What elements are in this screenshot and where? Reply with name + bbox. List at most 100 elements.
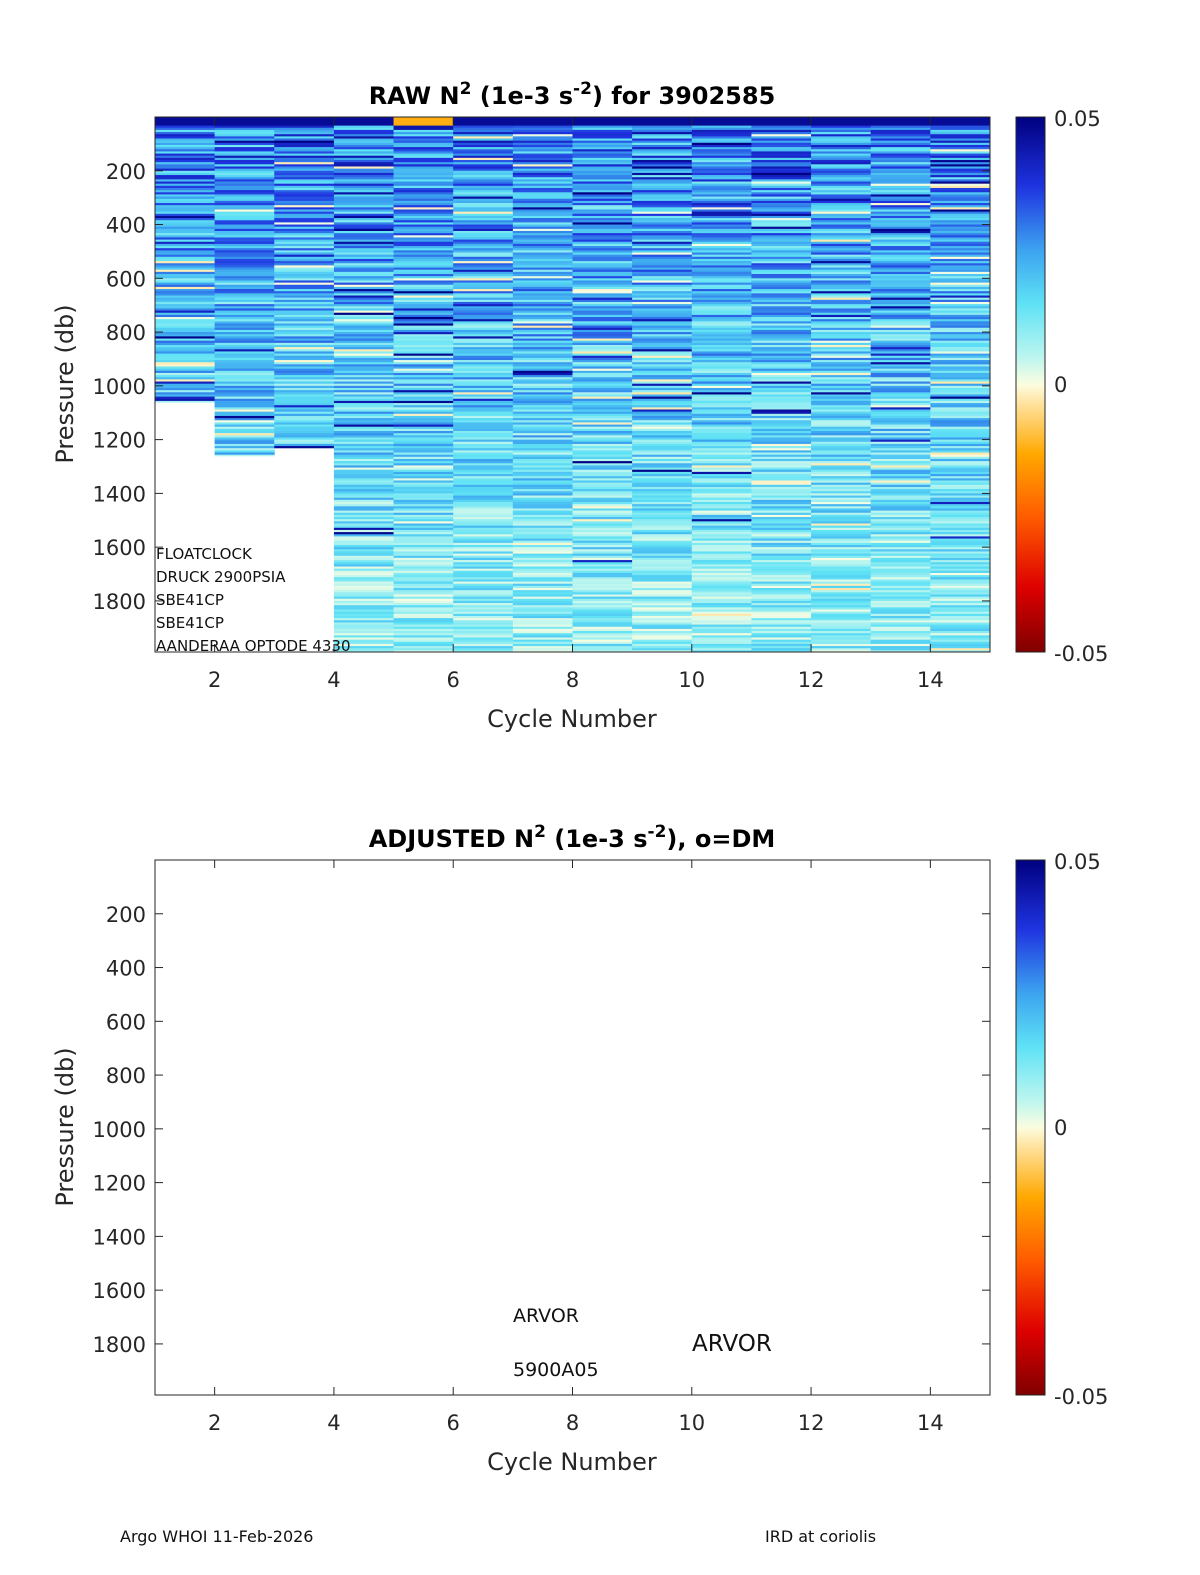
- heatmap-cell: [811, 344, 872, 348]
- heatmap-cell: [572, 226, 633, 230]
- heatmap-cell: [572, 471, 633, 475]
- heatmap-cell: [333, 213, 394, 217]
- heatmap-cell: [393, 340, 454, 344]
- heatmap-cell: [751, 284, 812, 288]
- heatmap-cell: [691, 336, 752, 340]
- heatmap-cell: [512, 624, 573, 628]
- heatmap-cell: [632, 138, 693, 142]
- heatmap-cell: [751, 200, 812, 204]
- heatmap-cell: [214, 164, 275, 168]
- y-tick-label: 1200: [93, 1172, 146, 1196]
- heatmap-cell: [393, 198, 454, 202]
- heatmap-cell: [274, 190, 335, 193]
- heatmap-cell: [512, 278, 573, 282]
- heatmap-cell: [632, 218, 693, 221]
- heatmap-cell: [453, 282, 514, 286]
- heatmap-cell: [512, 385, 573, 389]
- heatmap-cell: [155, 265, 216, 269]
- heatmap-cell: [333, 407, 394, 411]
- adjusted-y-axis-label: Pressure (db): [51, 1047, 79, 1206]
- heatmap-cell: [453, 312, 514, 316]
- heatmap-cell: [453, 267, 514, 271]
- heatmap-cell: [870, 598, 931, 602]
- heatmap-cell: [572, 179, 633, 183]
- heatmap-cell: [453, 121, 514, 125]
- heatmap-cell: [453, 250, 514, 254]
- heatmap-cell: [572, 243, 633, 247]
- heatmap-cell: [930, 157, 990, 161]
- heatmap-cell: [274, 175, 335, 178]
- heatmap-cell: [811, 437, 872, 441]
- heatmap-cell: [811, 250, 872, 254]
- y-tick-label: 1200: [93, 429, 146, 453]
- heatmap-cell: [930, 398, 990, 402]
- heatmap-cell: [393, 205, 454, 208]
- heatmap-cell: [333, 293, 394, 297]
- heatmap-cell: [930, 570, 990, 574]
- heatmap-cell: [632, 489, 693, 492]
- heatmap-cell: [811, 489, 872, 492]
- heatmap-cell: [751, 394, 812, 398]
- heatmap-cell: [751, 317, 812, 320]
- heatmap-cell: [930, 609, 990, 613]
- heatmap-cell: [811, 293, 872, 297]
- heatmap-cell: [214, 220, 275, 223]
- heatmap-cell: [214, 190, 275, 193]
- heatmap-cell: [632, 153, 693, 157]
- heatmap-cell: [155, 323, 216, 327]
- heatmap-cell: [572, 557, 633, 561]
- heatmap-cell: [274, 364, 335, 368]
- heatmap-cell: [632, 194, 693, 198]
- heatmap-cell: [512, 540, 573, 544]
- heatmap-cell: [274, 207, 335, 211]
- heatmap-cell: [751, 525, 812, 529]
- heatmap-cell: [393, 605, 454, 608]
- heatmap-cell: [870, 381, 931, 385]
- heatmap-cell: [930, 149, 990, 153]
- heatmap-cell: [930, 572, 990, 576]
- heatmap-cell: [333, 405, 394, 408]
- heatmap-cell: [333, 454, 394, 458]
- heatmap-cell: [214, 160, 275, 163]
- heatmap-cell: [512, 517, 573, 520]
- heatmap-cell: [632, 566, 693, 570]
- heatmap-cell: [333, 600, 394, 604]
- heatmap-cell: [870, 220, 931, 223]
- heatmap-cell: [572, 183, 633, 187]
- heatmap-cell: [333, 422, 394, 426]
- heatmap-cell: [691, 538, 752, 542]
- heatmap-cell: [333, 476, 394, 479]
- heatmap-cell: [572, 142, 633, 146]
- heatmap-cell: [572, 519, 633, 522]
- heatmap-cell: [870, 203, 931, 206]
- heatmap-cell: [930, 166, 990, 170]
- heatmap-cell: [274, 312, 335, 316]
- heatmap-cell: [572, 181, 633, 185]
- heatmap-cell: [572, 413, 633, 417]
- heatmap-cell: [274, 366, 335, 370]
- heatmap-cell: [572, 254, 633, 258]
- heatmap-cell: [811, 471, 872, 475]
- heatmap-cell: [333, 570, 394, 574]
- heatmap-cell: [751, 471, 812, 475]
- heatmap-cell: [333, 256, 394, 260]
- heatmap-cell: [751, 187, 812, 191]
- heatmap-cell: [870, 519, 931, 522]
- heatmap-cell: [453, 646, 514, 649]
- heatmap-cell: [512, 603, 573, 606]
- heatmap-cell: [274, 256, 335, 260]
- heatmap-cell: [393, 280, 454, 284]
- heatmap-cell: [870, 418, 931, 421]
- heatmap-cell: [811, 394, 872, 398]
- heatmap-cell: [453, 183, 514, 187]
- heatmap-cell: [333, 605, 394, 608]
- heatmap-cell: [930, 200, 990, 204]
- heatmap-cell: [453, 478, 514, 482]
- heatmap-cell: [155, 301, 216, 305]
- heatmap-cell: [751, 224, 812, 228]
- heatmap-cell: [930, 360, 990, 363]
- heatmap-cell: [333, 136, 394, 140]
- heatmap-cell: [512, 456, 573, 460]
- heatmap-cell: [453, 196, 514, 200]
- heatmap-cell: [751, 278, 812, 282]
